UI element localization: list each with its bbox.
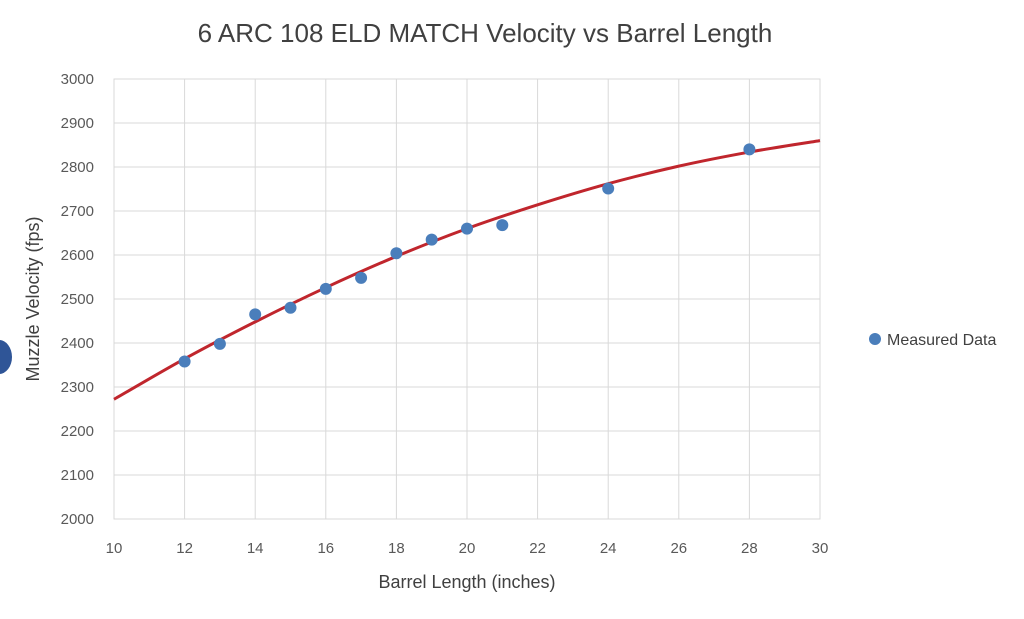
y-tick-label: 2900 xyxy=(61,115,94,132)
y-tick-label: 2600 xyxy=(61,247,94,264)
y-axis-title: Muzzle Velocity (fps) xyxy=(23,216,43,381)
data-point xyxy=(390,247,403,260)
data-points-layer xyxy=(178,143,756,368)
data-point xyxy=(496,219,509,232)
chart-title: 6 ARC 108 ELD MATCH Velocity vs Barrel L… xyxy=(198,18,773,48)
data-point xyxy=(461,222,473,235)
x-tick-label: 22 xyxy=(529,540,546,557)
y-tick-label: 2000 xyxy=(61,511,94,528)
legend: Measured Data xyxy=(869,332,996,349)
x-tick-label: 20 xyxy=(459,540,476,557)
plot-area-border xyxy=(113,78,821,520)
x-tick-label: 30 xyxy=(812,540,829,557)
x-tick-label: 26 xyxy=(670,540,687,557)
x-tick-label: 14 xyxy=(247,540,264,557)
data-point xyxy=(319,282,332,295)
y-tick-label: 2200 xyxy=(61,423,94,440)
legend-label: Measured Data xyxy=(887,332,996,349)
x-tick-label: 16 xyxy=(317,540,334,557)
y-tick-label: 2300 xyxy=(61,379,94,396)
x-tick-label: 10 xyxy=(106,540,123,557)
x-tick-label: 28 xyxy=(741,540,758,557)
y-axis-tick-labels: 2000 2100 2200 2300 2400 2500 2600 2700 2800 2900… xyxy=(61,71,94,528)
x-axis-title: Barrel Length (inches) xyxy=(378,572,555,592)
data-point xyxy=(213,337,226,350)
x-tick-label: 18 xyxy=(388,540,405,557)
y-tick-label: 2500 xyxy=(61,291,94,308)
y-tick-label: 2700 xyxy=(61,203,94,220)
x-tick-label: 24 xyxy=(600,540,617,557)
y-tick-label: 2100 xyxy=(61,467,94,484)
data-point xyxy=(602,182,615,195)
edge-circle-marker xyxy=(0,340,12,374)
data-point xyxy=(425,233,438,246)
data-point xyxy=(743,143,756,156)
y-tick-label: 2800 xyxy=(61,159,94,176)
data-point xyxy=(284,301,297,314)
y-tick-label: 3000 xyxy=(61,71,94,88)
data-point xyxy=(355,271,368,284)
x-tick-label: 12 xyxy=(176,540,193,557)
legend-marker xyxy=(869,333,881,345)
data-point xyxy=(249,308,262,321)
x-axis-tick-labels: 10 12 14 16 18 20 22 24 26 28 30 xyxy=(106,540,829,557)
gridlines xyxy=(113,78,821,520)
y-tick-label: 2400 xyxy=(61,335,94,352)
data-point xyxy=(178,355,191,368)
